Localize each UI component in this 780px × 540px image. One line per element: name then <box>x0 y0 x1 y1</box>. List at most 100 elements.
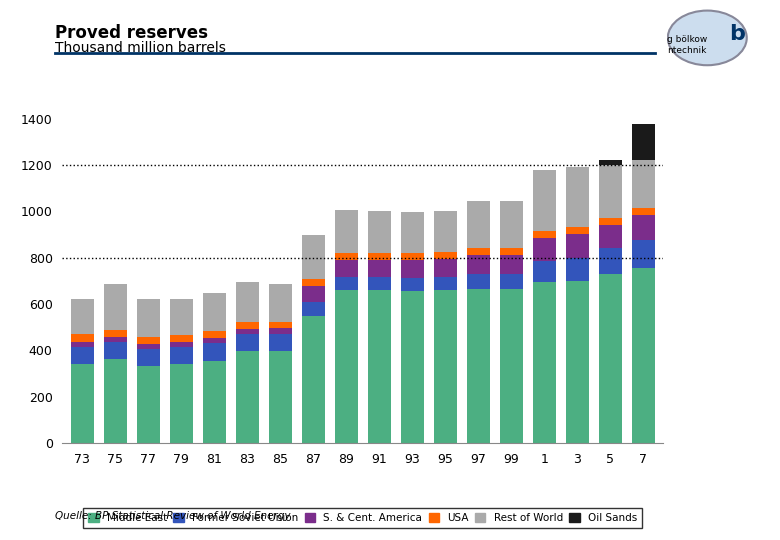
Text: ntechnik: ntechnik <box>667 46 706 55</box>
Bar <box>367 260 391 277</box>
Bar <box>268 352 292 443</box>
Bar <box>599 160 622 165</box>
Bar <box>302 286 324 302</box>
Bar <box>599 218 622 225</box>
Bar <box>434 277 457 290</box>
Bar <box>533 282 555 443</box>
Bar <box>401 278 424 291</box>
Bar <box>466 255 490 274</box>
Bar <box>466 274 490 289</box>
Bar <box>71 342 94 347</box>
Bar <box>236 329 259 334</box>
Bar <box>71 347 94 364</box>
Bar <box>566 167 589 227</box>
Bar <box>302 315 324 443</box>
Bar <box>335 277 358 290</box>
Bar <box>169 299 193 335</box>
Bar <box>203 293 225 331</box>
Bar <box>335 253 358 260</box>
Text: b: b <box>729 24 745 44</box>
Bar <box>566 227 589 234</box>
Bar <box>632 240 654 268</box>
Bar <box>236 322 259 329</box>
Bar <box>335 260 358 277</box>
Bar <box>136 337 160 344</box>
Bar <box>466 248 490 255</box>
Bar <box>500 289 523 443</box>
Bar <box>434 211 457 252</box>
Bar <box>533 238 555 261</box>
Bar <box>136 344 160 349</box>
Text: Thousand million barrels: Thousand million barrels <box>55 40 225 55</box>
Bar <box>367 277 391 290</box>
Bar <box>632 159 654 208</box>
Bar <box>335 210 358 253</box>
Bar <box>268 334 292 352</box>
Bar <box>401 291 424 443</box>
Bar <box>71 334 94 342</box>
Bar <box>169 342 193 347</box>
Bar <box>236 282 259 322</box>
Bar <box>104 330 126 337</box>
Legend: Middle East, Former Soviet Union, S. & Cent. America, USA, Rest of World, Oil Sa: Middle East, Former Soviet Union, S. & C… <box>83 508 643 528</box>
Bar <box>500 274 523 289</box>
Bar <box>104 342 126 360</box>
Bar <box>268 328 292 334</box>
Bar <box>71 299 94 334</box>
Bar <box>466 201 490 248</box>
Bar <box>104 284 126 330</box>
Bar <box>533 170 555 231</box>
Bar <box>302 302 324 315</box>
Bar <box>632 215 654 240</box>
Bar <box>136 299 160 337</box>
Bar <box>236 334 259 352</box>
Bar <box>632 268 654 443</box>
Bar <box>71 364 94 443</box>
Bar <box>104 337 126 342</box>
Bar <box>401 212 424 253</box>
Bar <box>434 252 457 259</box>
Bar <box>335 290 358 443</box>
Bar <box>268 284 292 322</box>
Bar <box>169 364 193 443</box>
Bar <box>632 124 654 159</box>
Bar <box>533 261 555 282</box>
Bar <box>566 234 589 258</box>
Text: g bölkow: g bölkow <box>667 35 707 44</box>
Text: Quelle: BP Statistical Review of World Energy: Quelle: BP Statistical Review of World E… <box>55 511 290 521</box>
Text: Proved reserves: Proved reserves <box>55 24 207 42</box>
Bar <box>401 260 424 278</box>
Bar <box>104 360 126 443</box>
Bar <box>500 201 523 248</box>
Bar <box>169 335 193 342</box>
Bar <box>599 248 622 274</box>
Bar <box>599 274 622 443</box>
Bar <box>566 258 589 281</box>
Bar <box>203 338 225 343</box>
Bar <box>367 211 391 253</box>
Bar <box>268 322 292 328</box>
Bar <box>500 248 523 255</box>
Bar <box>367 290 391 443</box>
Bar <box>302 235 324 279</box>
Bar <box>632 208 654 215</box>
Bar <box>599 225 622 248</box>
Bar <box>367 253 391 260</box>
Bar <box>203 361 225 443</box>
Bar <box>401 253 424 260</box>
Bar <box>566 281 589 443</box>
Bar <box>136 349 160 367</box>
Bar <box>533 231 555 238</box>
Bar <box>434 259 457 277</box>
Bar <box>203 343 225 361</box>
Bar <box>466 289 490 443</box>
Bar <box>236 352 259 443</box>
Bar <box>434 290 457 443</box>
Bar <box>136 367 160 443</box>
Bar <box>599 165 622 218</box>
Bar <box>500 255 523 274</box>
Bar <box>169 347 193 364</box>
Circle shape <box>668 11 746 65</box>
Bar <box>302 279 324 286</box>
Bar <box>203 331 225 338</box>
